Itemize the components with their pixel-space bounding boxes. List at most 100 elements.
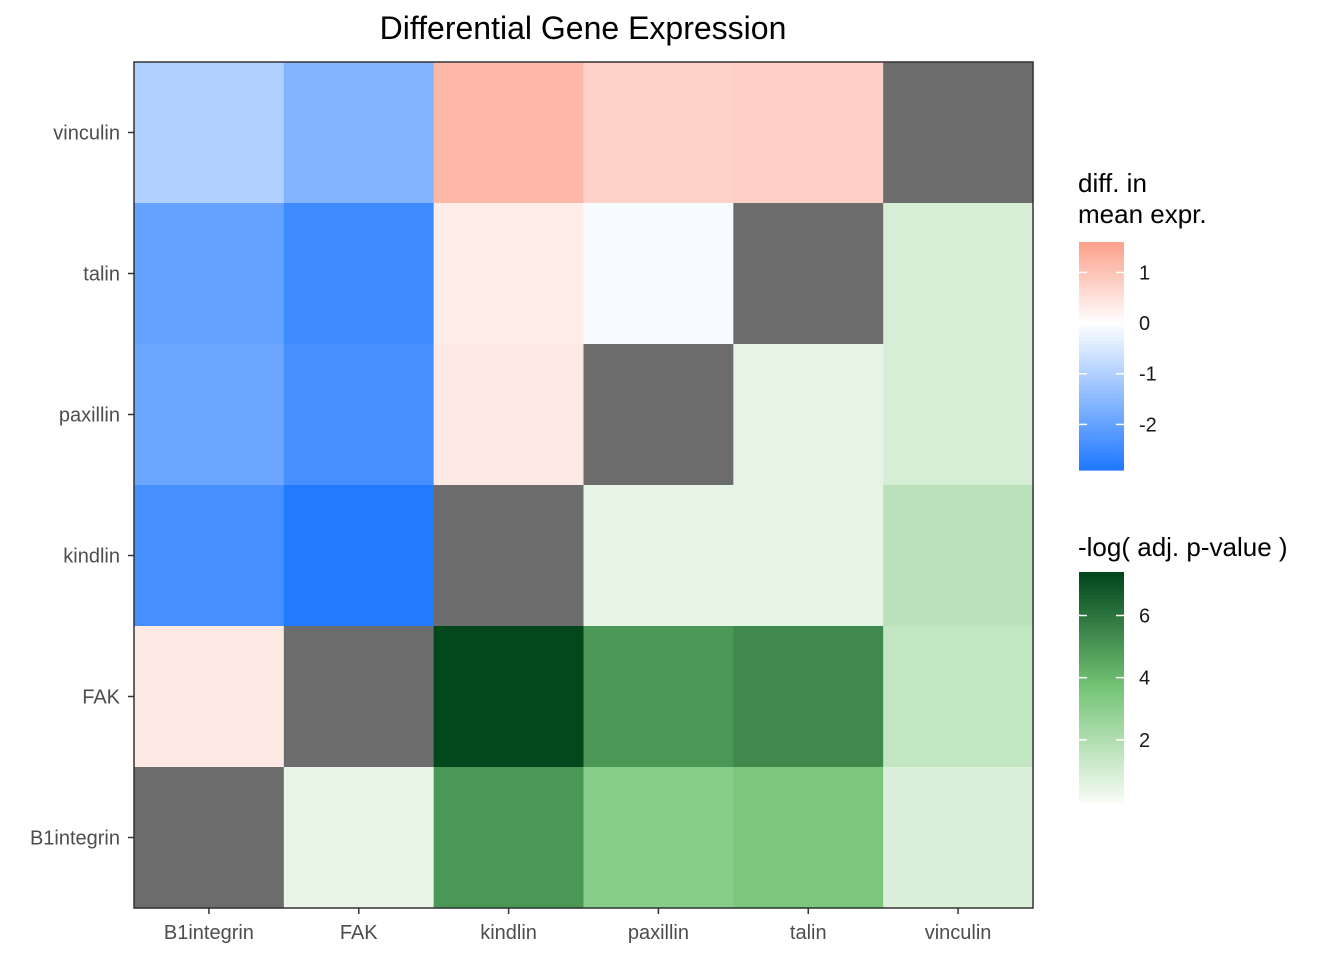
- legend-colorbar-slice: [1079, 740, 1124, 746]
- legend-colorbar-slice: [1079, 671, 1124, 677]
- legend-colorbar-slice: [1079, 641, 1124, 646]
- legend-colorbar-slice: [1079, 394, 1124, 399]
- legend-colorbar-slice: [1079, 318, 1124, 323]
- legend-colorbar-slice: [1079, 660, 1124, 665]
- legend-colorbar-slice: [1079, 744, 1124, 749]
- legend-colorbar-slice: [1079, 363, 1124, 368]
- legend-colorbar-slice: [1079, 310, 1124, 315]
- heatmap-cell: [283, 344, 435, 486]
- heatmap-cell: [433, 62, 585, 204]
- legend-colorbar-slice: [1079, 401, 1124, 406]
- legend-pval: -log( adj. p-value ) 6 4 2: [1078, 532, 1288, 803]
- legend-colorbar-slice: [1079, 786, 1124, 792]
- x-tick-label: FAK: [340, 922, 378, 944]
- legend-tick-label: -2: [1139, 414, 1157, 436]
- legend-colorbar-slice: [1079, 637, 1124, 642]
- heatmap-cell: [283, 62, 435, 204]
- legend-colorbar-slice: [1079, 371, 1124, 376]
- x-tick-label: B1integrin: [164, 922, 254, 944]
- y-tick-label: B1integrin: [30, 828, 120, 850]
- heatmap-cell: [134, 62, 285, 204]
- legend-colorbar-slice: [1079, 314, 1124, 319]
- legend-colorbar-slice: [1079, 687, 1124, 692]
- legend-colorbar-slice: [1079, 409, 1124, 414]
- heatmap-cell: [883, 626, 1034, 768]
- legend-colorbar-slice: [1079, 610, 1124, 615]
- legend-colorbar-slice: [1079, 652, 1124, 657]
- legend-colorbar-slice: [1079, 694, 1124, 700]
- y-tick-label: FAK: [82, 687, 120, 709]
- legend-colorbar-slice: [1079, 283, 1124, 289]
- legend-colorbar-slice: [1079, 717, 1124, 723]
- legend-colorbar-slice: [1079, 299, 1124, 304]
- legend-colorbar-slice: [1079, 458, 1124, 463]
- legend-colorbar-slice: [1079, 629, 1124, 634]
- heatmap-cell: [733, 767, 884, 909]
- legend-colorbar-slice: [1079, 424, 1124, 429]
- legend-colorbar-slice: [1079, 713, 1124, 719]
- legend-colorbar-slice: [1079, 375, 1124, 380]
- legend-colorbar-slice: [1079, 272, 1124, 277]
- legend-colorbar-slice: [1079, 706, 1124, 711]
- heatmap-cell: [283, 767, 435, 909]
- heatmap-cell: [583, 767, 734, 909]
- legend-tick-label: -1: [1139, 364, 1157, 386]
- legend-colorbar-slice: [1079, 767, 1124, 772]
- legend-colorbar-slice: [1079, 575, 1124, 581]
- legend-colorbar-slice: [1079, 245, 1124, 251]
- heatmap-cell: [134, 485, 285, 627]
- legend-colorbar-slice: [1079, 435, 1124, 441]
- heatmap-cell: [583, 62, 734, 204]
- legend-colorbar-slice: [1079, 679, 1124, 684]
- legend-colorbar-slice: [1079, 587, 1124, 592]
- legend-colorbar-slice: [1079, 572, 1124, 577]
- legend-colorbar-slice: [1079, 306, 1124, 311]
- legend-colorbar-slice: [1079, 397, 1124, 403]
- legend-tick-label: 6: [1139, 606, 1150, 628]
- y-tick-label: paxillin: [59, 405, 120, 427]
- legend-colorbar-slice: [1079, 466, 1124, 471]
- legend-tick-label: 2: [1139, 730, 1150, 752]
- legend-colorbar-slice: [1079, 337, 1124, 342]
- legend-colorbar-slice: [1079, 287, 1124, 292]
- legend-colorbar-slice: [1079, 729, 1124, 734]
- x-tick-label: vinculin: [925, 922, 992, 944]
- legend-colorbar-slice: [1079, 698, 1124, 703]
- legend-colorbar-slice: [1079, 763, 1124, 769]
- legend-colorbar-slice: [1079, 690, 1124, 696]
- legend-colorbar-slice: [1079, 405, 1124, 410]
- legend-colorbar-slice: [1079, 325, 1124, 330]
- legend-colorbar-slice: [1079, 779, 1124, 784]
- heatmap-cell: [733, 626, 884, 768]
- legend-colorbar-slice: [1079, 367, 1124, 372]
- legend-colorbar-slice: [1079, 382, 1124, 387]
- legend-colorbar-slice: [1079, 348, 1124, 353]
- x-tick-label: paxillin: [628, 922, 689, 944]
- legend-colorbar-slice: [1079, 432, 1124, 437]
- legend-colorbar-slice: [1079, 752, 1124, 757]
- legend-colorbar-slice: [1079, 268, 1124, 273]
- legend-colorbar-slice: [1079, 794, 1124, 799]
- heatmap-cell: [433, 626, 585, 768]
- legend-colorbar-slice: [1079, 386, 1124, 391]
- panel-border: [133, 61, 1034, 909]
- legend-colorbar-slice: [1079, 390, 1124, 395]
- legend-colorbar-slice: [1079, 782, 1124, 788]
- legend-colorbar-slice: [1079, 291, 1124, 296]
- x-tick-label: talin: [790, 922, 827, 944]
- heatmap-cell: [283, 485, 435, 627]
- legend-colorbar-slice: [1079, 359, 1124, 365]
- axes: B1integrin FAK kindlin paxillin talin vinculi…: [30, 123, 991, 945]
- legend-colorbar-slice: [1079, 733, 1124, 738]
- heatmap-cell: [583, 485, 734, 627]
- heatmap-cell: [433, 344, 585, 486]
- legend-colorbar-slice: [1079, 302, 1124, 308]
- heatmap-cell: [733, 203, 884, 345]
- legend-colorbar-slice: [1079, 771, 1124, 776]
- heatmap-cell: [134, 626, 285, 768]
- legend-colorbar-slice: [1079, 416, 1124, 422]
- heatmap-cell: [583, 203, 734, 345]
- legend-title: -log( adj. p-value ): [1078, 532, 1288, 562]
- legend-colorbar-slice: [1079, 378, 1124, 384]
